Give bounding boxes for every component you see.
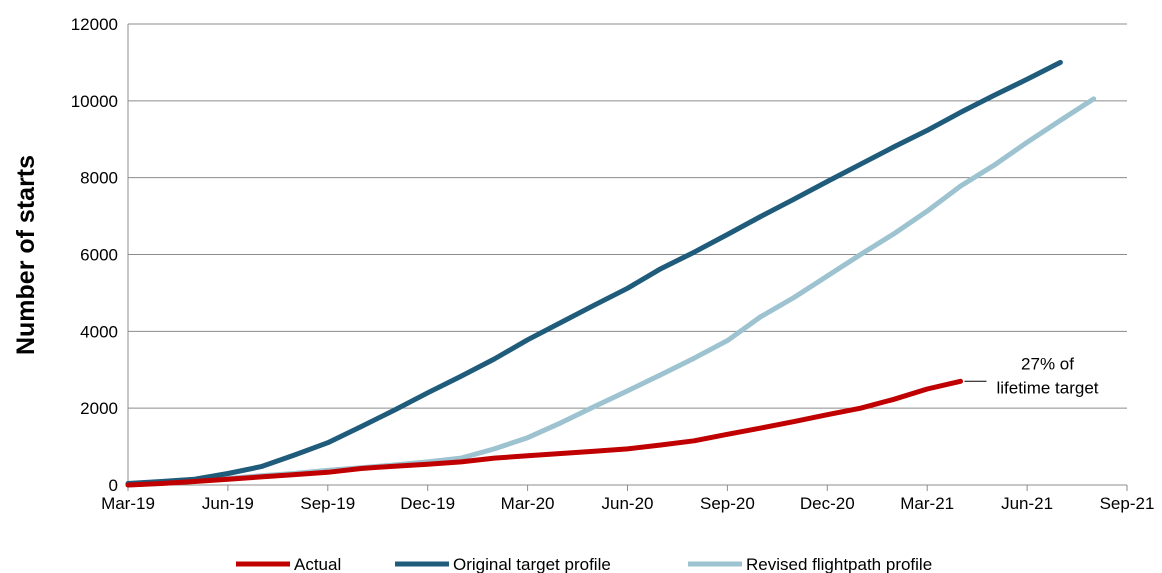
x-tick-label: Dec-20 [800, 494, 855, 513]
series-line-revised-flightpath-profile [125, 96, 1097, 488]
legend-item-revised-flightpath: Revised flightpath profile [688, 555, 932, 573]
legend-label-revised-flightpath: Revised flightpath profile [746, 555, 932, 573]
legend: Actual Original target profile Revised f… [236, 555, 932, 573]
legend-label-original-target: Original target profile [453, 555, 611, 573]
y-tick-labels: 0 2000 4000 6000 8000 10000 12000 [71, 15, 118, 495]
series-lines [125, 59, 1097, 488]
legend-item-actual: Actual [236, 555, 341, 573]
x-tick-label: Sep-21 [1100, 494, 1155, 513]
y-tick-label: 2000 [80, 399, 118, 418]
x-tick-label: Mar-19 [101, 494, 155, 513]
x-tick-label: Jun-19 [202, 494, 254, 513]
y-tick-label: 6000 [80, 246, 118, 265]
legend-item-original-target: Original target profile [395, 555, 611, 573]
x-tick-label: Dec-19 [400, 494, 455, 513]
x-tick-label: Sep-19 [300, 494, 355, 513]
x-tick-label: Jun-20 [602, 494, 654, 513]
gridlines [128, 23, 1127, 409]
x-tick-label: Sep-20 [700, 494, 755, 513]
series-line-actual [125, 378, 963, 488]
annotation-text-line-2: lifetime target [996, 378, 1098, 397]
x-tick-label: Jun-21 [1001, 494, 1053, 513]
y-tick-label: 4000 [80, 322, 118, 341]
x-tick-label: Mar-21 [900, 494, 954, 513]
x-tick-label: Mar-20 [501, 494, 555, 513]
annotation-text-line-1: 27% of [1021, 354, 1074, 373]
y-tick-label: 10000 [71, 92, 118, 111]
series-line-original-target-profile [125, 59, 1063, 486]
annotation: 27% of lifetime target [964, 354, 1099, 397]
y-axis-label: Number of starts [12, 155, 40, 355]
y-tick-label: 12000 [71, 15, 118, 34]
y-tick-label: 8000 [80, 169, 118, 188]
x-tick-labels: Mar-19 Jun-19 Sep-19 Dec-19 Mar-20 Jun-20 Sep-… [101, 494, 1154, 513]
legend-label-actual: Actual [294, 555, 341, 573]
y-tick-label: 0 [109, 476, 118, 495]
axes [127, 24, 1128, 491]
